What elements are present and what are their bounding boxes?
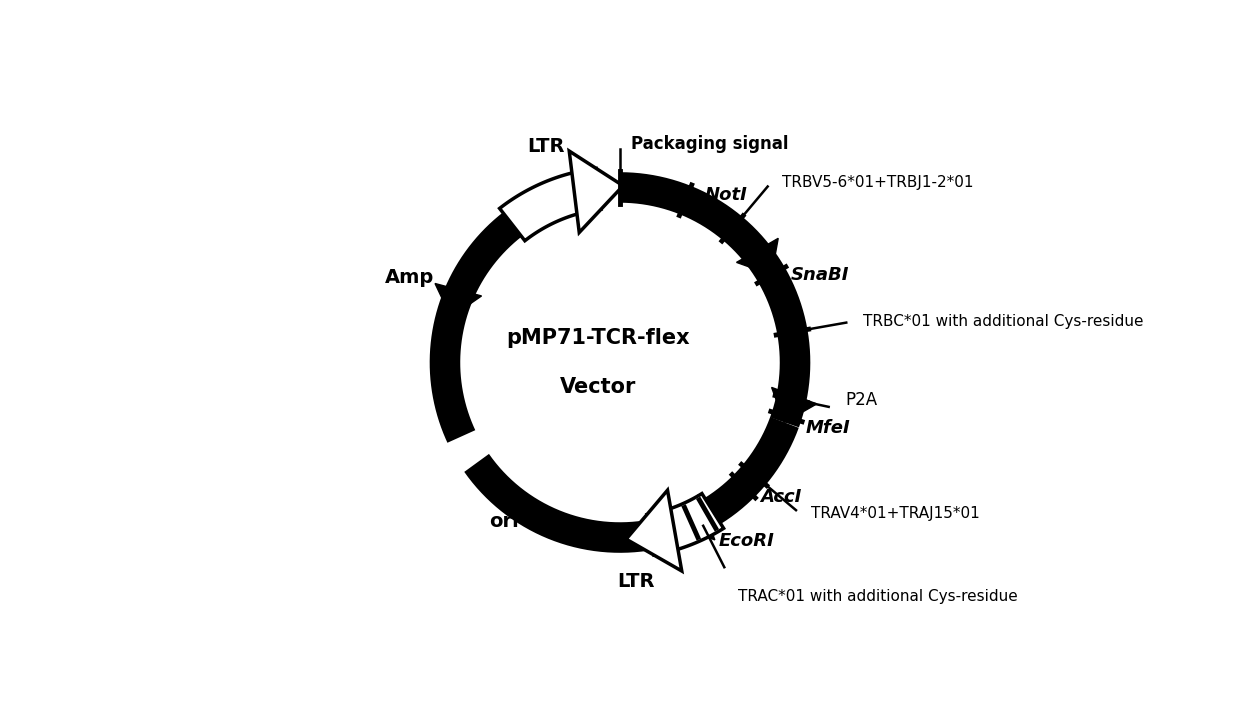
Text: EcoRI: EcoRI [718,532,774,550]
Text: P2A: P2A [844,391,877,409]
Polygon shape [737,239,779,275]
Text: MfeI: MfeI [806,418,851,436]
Polygon shape [569,151,622,233]
Text: SnaBI: SnaBI [791,266,849,284]
Text: LTR: LTR [618,572,655,591]
Text: ori: ori [489,512,518,531]
Text: TRAV4*01+TRAJ15*01: TRAV4*01+TRAJ15*01 [811,506,980,521]
Polygon shape [647,494,724,555]
Text: LTR: LTR [527,137,565,156]
Text: TRBC*01 with additional Cys-residue: TRBC*01 with additional Cys-residue [863,314,1143,329]
Polygon shape [626,490,682,571]
Text: NotI: NotI [704,186,748,204]
Polygon shape [500,168,601,241]
Polygon shape [771,387,817,423]
Text: Amp: Amp [384,268,434,287]
Text: TRAC*01 with additional Cys-residue: TRAC*01 with additional Cys-residue [738,589,1018,604]
Text: pMP71-TCR-flex: pMP71-TCR-flex [506,328,689,348]
Polygon shape [435,283,481,318]
Text: TRBV5-6*01+TRBJ1-2*01: TRBV5-6*01+TRBJ1-2*01 [782,175,973,190]
Text: AccI: AccI [760,488,801,506]
Text: Packaging signal: Packaging signal [631,135,789,153]
Polygon shape [680,494,714,540]
Text: Vector: Vector [560,377,636,397]
